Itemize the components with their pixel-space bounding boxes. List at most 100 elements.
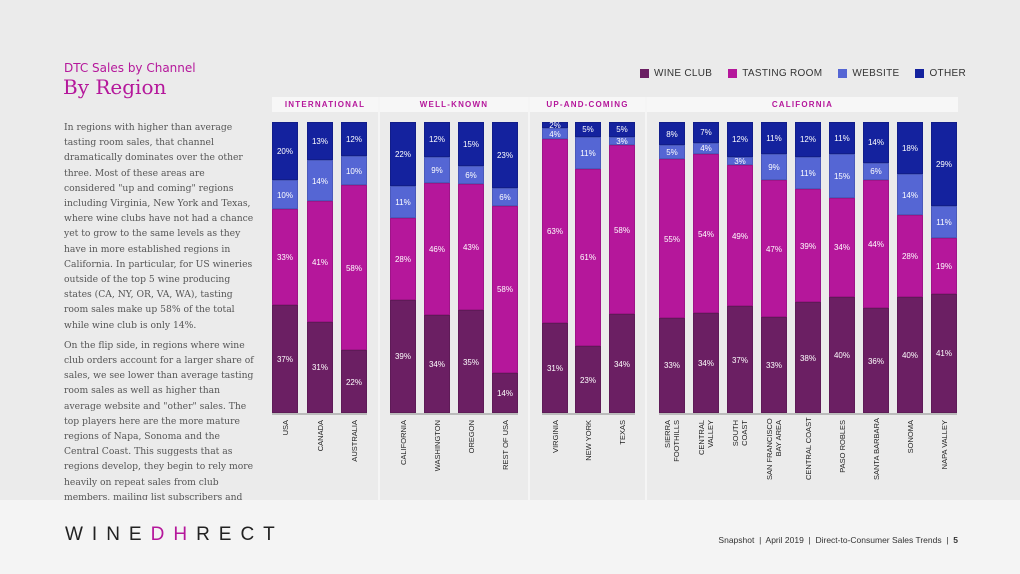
data-label: 4% — [549, 129, 561, 139]
logo-text: RECT — [196, 524, 284, 545]
bar-segment-wine-club — [575, 346, 601, 413]
data-label: 11% — [580, 148, 596, 158]
legend-label: WINE CLUB — [654, 68, 713, 79]
bar-segment-wine-club — [897, 296, 923, 413]
data-label: 61% — [579, 253, 596, 263]
bar-segment-tasting-room — [424, 182, 450, 316]
data-label: 22% — [394, 150, 411, 160]
data-label: 15% — [833, 171, 850, 181]
legend-label: TASTING ROOM — [742, 68, 823, 79]
bar-segment-other — [761, 122, 787, 155]
legend-label: WEBSITE — [852, 68, 900, 79]
data-label: 18% — [901, 144, 918, 154]
bar: 40% 28% 14% 18% — [897, 122, 923, 413]
bar-segment-website — [761, 154, 787, 181]
logo-mark: DH — [150, 524, 197, 545]
bar-segment-tasting-room — [829, 197, 855, 297]
bar: 40% 34% 15% 11% — [829, 122, 855, 413]
data-label: 11% — [936, 218, 952, 228]
page-number: 5 — [953, 535, 958, 545]
bar-segment-website — [931, 206, 957, 239]
data-label: 6% — [465, 170, 477, 180]
data-label: 33% — [765, 361, 782, 370]
data-label: 3% — [616, 136, 628, 146]
bar-segment-wine-club — [829, 296, 855, 413]
bar-segment-wine-club — [492, 372, 518, 413]
bar-segment-website — [609, 136, 635, 146]
data-label: 28% — [901, 251, 918, 261]
data-label: 43% — [462, 242, 479, 252]
bar-segment-tasting-room — [609, 145, 635, 315]
data-label: 34% — [613, 359, 630, 369]
data-label: 20% — [276, 147, 293, 157]
data-label: 15% — [462, 140, 479, 150]
bar-segment-other — [542, 122, 568, 128]
bar: 34% 54% 4% 7% — [693, 122, 719, 413]
bar-segment-website — [390, 186, 416, 219]
bar-segment-other — [863, 122, 889, 163]
bar: 38% 39% 11% 12% — [795, 122, 821, 413]
x-tick-label: AUSTRALIA — [349, 420, 359, 462]
data-label: 11% — [766, 134, 782, 144]
bar-segment-website — [795, 156, 821, 189]
data-label: 34% — [428, 360, 445, 370]
data-label: 46% — [428, 244, 445, 254]
data-label: 54% — [697, 229, 714, 239]
bar: 23% 61% 11% 5% — [575, 122, 601, 413]
bar-segment-tasting-room — [575, 168, 601, 347]
data-label: 5% — [582, 125, 594, 135]
bar-segment-website — [458, 166, 484, 184]
data-label: 39% — [394, 352, 411, 362]
bar-segment-wine-club — [693, 313, 719, 413]
group-divider — [378, 97, 380, 500]
bar-segment-other — [659, 122, 685, 146]
bar: 31% 41% 14% 13% — [307, 122, 333, 413]
data-label: 37% — [276, 355, 293, 365]
x-tick-label: USA — [280, 420, 290, 436]
x-tick-label: REST OF USA — [500, 420, 510, 470]
bar-segment-other — [341, 122, 367, 157]
footer-report: Direct-to-Consumer Sales Trends — [815, 535, 942, 545]
data-label: 3% — [734, 156, 746, 166]
bar-segment-website — [863, 162, 889, 181]
group-header: CALIFORNIA — [647, 97, 958, 112]
bar-segment-tasting-room — [272, 209, 298, 306]
bar-segment-website — [575, 136, 601, 169]
bar-segment-tasting-room — [659, 159, 685, 318]
data-label: 36% — [867, 356, 884, 366]
bar: 37% 49% 3% 12% — [727, 122, 753, 413]
bar-segment-wine-club — [542, 322, 568, 413]
data-label: 44% — [867, 240, 884, 250]
bar-segment-other — [307, 122, 333, 161]
data-label: 6% — [499, 192, 511, 202]
legend-swatch — [838, 69, 848, 78]
page-subtitle: DTC Sales by Channel — [64, 61, 196, 75]
data-label: 13% — [311, 137, 328, 147]
bar-segment-wine-club — [390, 299, 416, 413]
bar-segment-website — [829, 154, 855, 198]
bar-segment-website — [542, 127, 568, 140]
bar: 35% 43% 6% 15% — [458, 122, 484, 413]
winedirect-logo: WINEDHRECT — [65, 524, 284, 546]
bar-segment-wine-club — [458, 310, 484, 413]
bar-segment-wine-club — [659, 317, 685, 413]
data-label: 19% — [935, 262, 952, 272]
data-label: 39% — [799, 241, 816, 251]
data-label: 5% — [666, 148, 678, 158]
data-label: 58% — [345, 263, 362, 273]
data-label: 10% — [276, 190, 293, 200]
group-divider — [528, 97, 530, 500]
bar-segment-tasting-room — [863, 180, 889, 309]
bar-segment-wine-club — [727, 306, 753, 413]
legend-swatch — [915, 69, 925, 78]
data-label: 4% — [700, 144, 712, 154]
legend-item-tasting-room: TASTING ROOM — [728, 68, 822, 79]
data-label: 12% — [428, 135, 445, 145]
bar-segment-website — [492, 188, 518, 206]
group-divider — [645, 97, 647, 500]
data-label: 49% — [731, 231, 748, 241]
bar-segment-tasting-room — [693, 154, 719, 314]
bar: 22% 58% 10% 12% — [341, 122, 367, 413]
group-header: WELL-KNOWN — [380, 97, 528, 112]
data-label: 12% — [731, 135, 748, 145]
